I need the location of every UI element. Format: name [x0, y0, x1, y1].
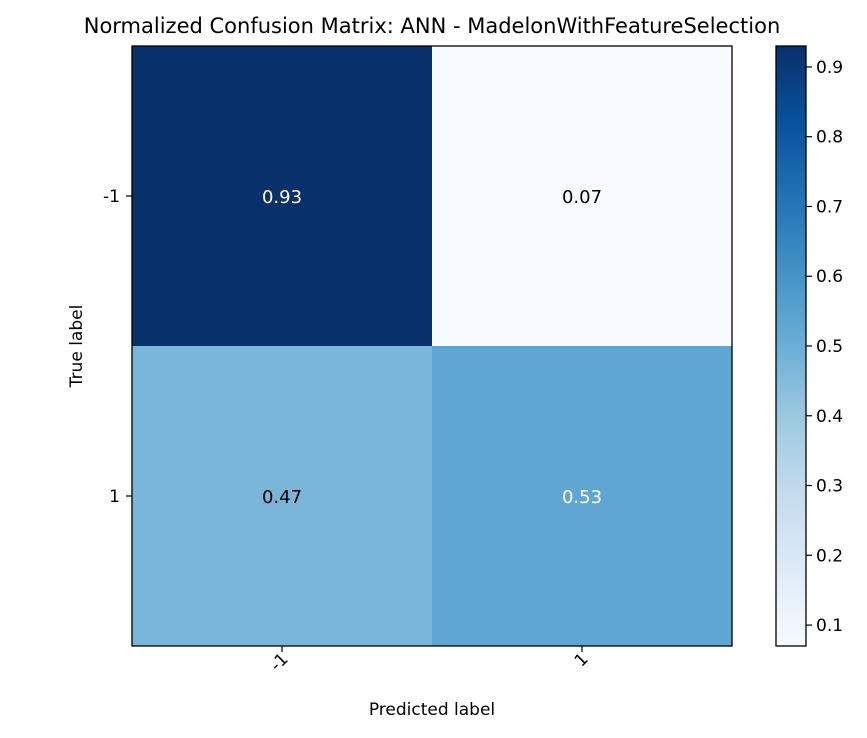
y-axis-ticks: -1 1 — [103, 187, 132, 507]
matrix-cells — [132, 46, 732, 646]
colorbar-ticks: 0.1 0.2 0.3 0.4 0.5 0.6 0.7 0.8 0.9 — [806, 58, 843, 636]
colorbar-tick-label: 0.8 — [816, 128, 843, 148]
colorbar-tick-label: 0.1 — [816, 616, 843, 636]
y-tick-label: 1 — [109, 487, 120, 507]
matrix-cell-labels: 0.93 0.07 0.47 0.53 — [262, 187, 602, 508]
colorbar-tick-label: 0.3 — [816, 477, 843, 497]
colorbar — [775, 45, 807, 647]
y-axis-label: True label — [67, 305, 87, 389]
matrix-cell-value: 0.53 — [562, 487, 602, 508]
matrix-cell — [432, 46, 732, 346]
colorbar-tick-label: 0.7 — [816, 197, 843, 217]
matrix-cell — [432, 346, 732, 646]
matrix-cell — [132, 346, 432, 646]
colorbar-tick-label: 0.9 — [816, 58, 843, 78]
chart-title: Normalized Confusion Matrix: ANN - Madel… — [84, 14, 781, 38]
colorbar-tick-label: 0.5 — [816, 337, 843, 357]
x-axis-label: Predicted label — [369, 700, 495, 720]
matrix-frame — [131, 45, 733, 647]
colorbar-tick-label: 0.6 — [816, 267, 843, 287]
matrix-cell-value: 0.47 — [262, 487, 302, 508]
matrix-cell-value: 0.93 — [262, 187, 302, 208]
y-tick-label: -1 — [103, 187, 120, 207]
matrix-cell-value: 0.07 — [562, 187, 602, 208]
matrix-cell — [132, 46, 432, 346]
x-tick-label: -1 — [266, 649, 292, 675]
x-tick-label: 1 — [571, 649, 593, 671]
colorbar-tick-label: 0.4 — [816, 407, 843, 427]
x-axis-ticks: -1 1 — [266, 646, 593, 676]
colorbar-tick-label: 0.2 — [816, 546, 843, 566]
